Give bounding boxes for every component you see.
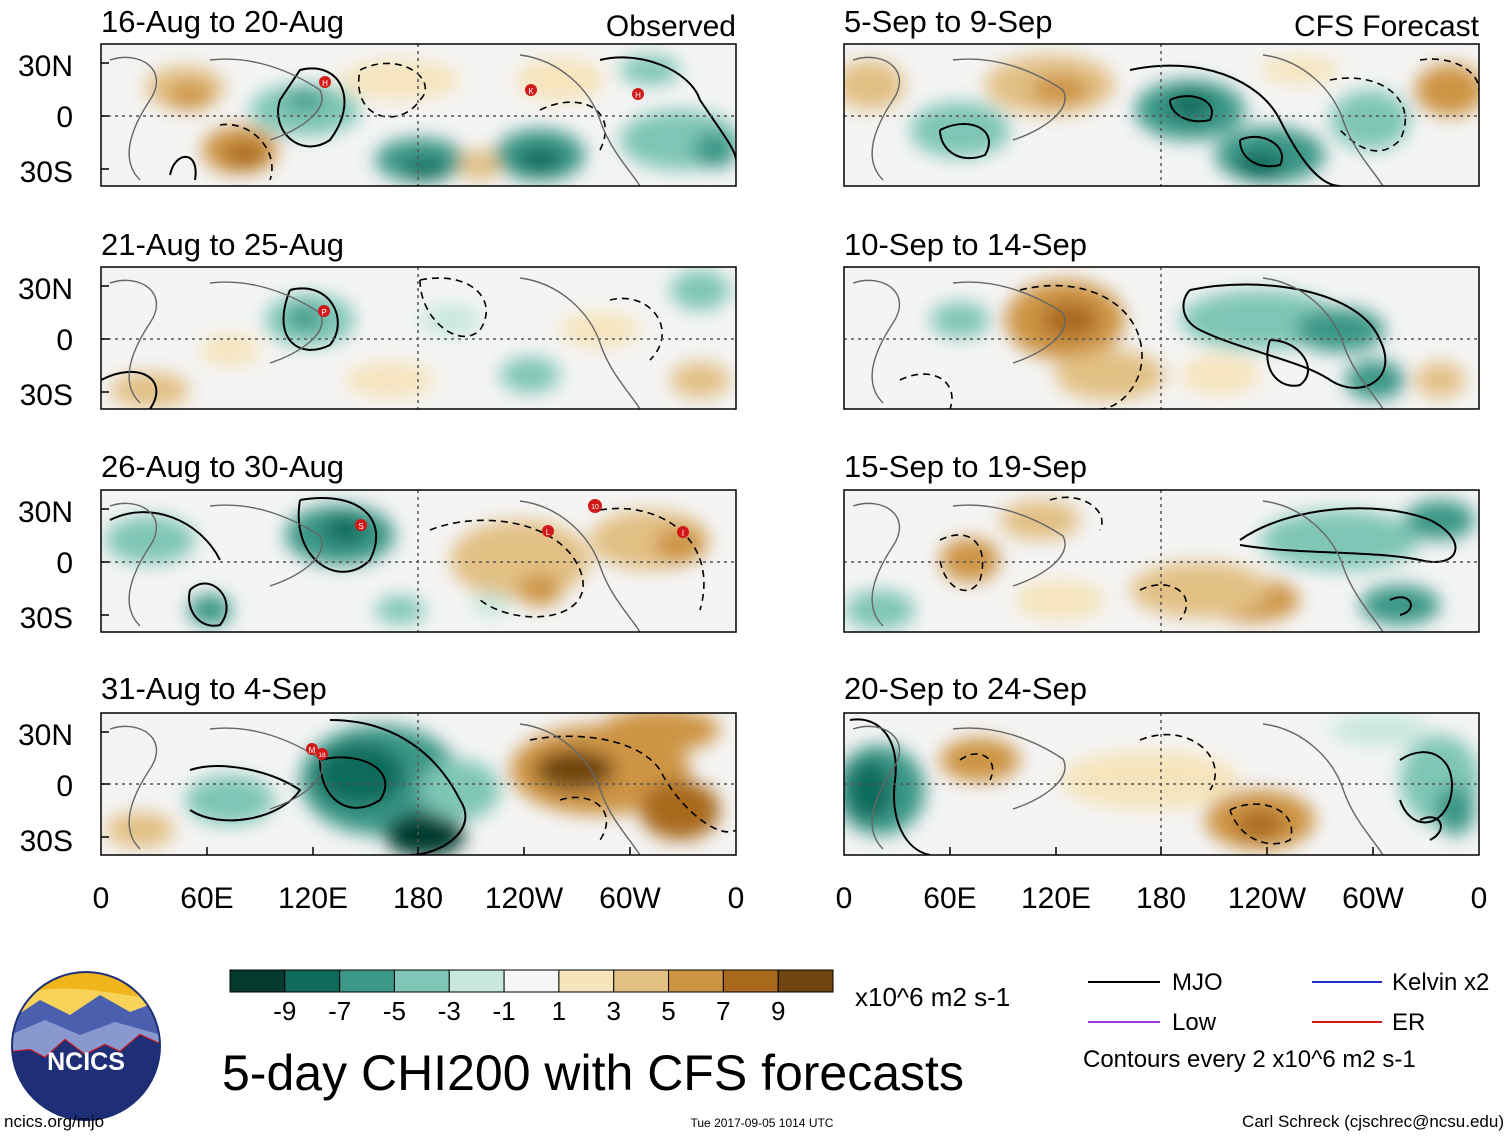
lat-tick: 30N: [18, 50, 73, 83]
colorbar-tick-label: 3: [606, 996, 620, 1026]
chart-title: 5-day CHI200 with CFS forecasts: [222, 1045, 964, 1101]
lat-tick: 30N: [18, 496, 73, 529]
map-panel-forecast-4: 20-Sep to 24-Sep: [843, 671, 1480, 856]
map-panel-observed-4: 31-Aug to 4-Sep: [100, 671, 737, 856]
colorbar-tick-label: 9: [771, 996, 785, 1026]
legend-label-mjo: MJO: [1172, 969, 1223, 996]
lon-axis-left: 0 60E 120E 180 120W 60W 0: [93, 882, 745, 915]
lon-axis-right: 0 60E 120E 180 120W 60W 0: [836, 882, 1488, 915]
panel-date-label: 5-Sep to 9-Sep: [844, 4, 1053, 39]
forecast-label: CFS Forecast: [1294, 10, 1480, 43]
contour-note: Contours every 2 x10^6 m2 s-1: [1083, 1046, 1416, 1073]
storm-marker-label: H: [635, 91, 641, 100]
storm-marker-label: P: [321, 308, 326, 317]
lat-tick: 0: [56, 324, 73, 357]
legend-label-er: ER: [1392, 1009, 1425, 1036]
lon-tick: 120E: [278, 882, 348, 915]
lon-tick: 120E: [1021, 882, 1091, 915]
map-panel-observed-1: 16-Aug to 20-Aug Observed: [100, 4, 737, 187]
panel-date-label: 10-Sep to 14-Sep: [844, 227, 1087, 262]
panel-date-label: 21-Aug to 25-Aug: [101, 227, 344, 262]
storm-markers: P: [318, 305, 330, 317]
colorbar-swatch: [448, 969, 505, 993]
lon-tick: 120W: [1228, 882, 1307, 915]
storm-markers: M 18: [306, 743, 328, 760]
storm-markers: S L 10 I: [355, 499, 689, 538]
map-panel-forecast-2: 10-Sep to 14-Sep: [843, 227, 1480, 410]
map-panel-forecast-3: 15-Sep to 19-Sep: [843, 449, 1480, 633]
footer-timestamp: Tue 2017-09-05 1014 UTC: [691, 1116, 834, 1130]
observed-label: Observed: [606, 10, 736, 43]
panel-date-label: 16-Aug to 20-Aug: [101, 4, 344, 39]
colorbar-swatch: [777, 969, 834, 993]
ncics-logo: NCICS: [11, 971, 161, 1121]
colorbar-tick-label: -1: [493, 996, 516, 1026]
lat-tick: 30S: [20, 156, 73, 189]
colorbar-swatch: [503, 969, 560, 993]
storm-markers: H K H: [319, 76, 644, 100]
lat-tick: 30N: [18, 273, 73, 306]
panel-date-label: 26-Aug to 30-Aug: [101, 449, 344, 484]
legend-label-low: Low: [1172, 1009, 1217, 1036]
storm-marker-label: K: [528, 87, 534, 96]
lon-tick: 180: [1136, 882, 1186, 915]
storm-marker-label: L: [546, 528, 551, 537]
lon-tick: 0: [1471, 882, 1488, 915]
lat-tick: 30S: [20, 379, 73, 412]
colorbar-swatch: [613, 969, 670, 993]
colorbar-swatch: [284, 969, 341, 993]
storm-marker-label: I: [682, 529, 684, 538]
lon-tick: 0: [93, 882, 110, 915]
logo-text: NCICS: [47, 1048, 125, 1076]
panel-date-label: 20-Sep to 24-Sep: [844, 671, 1087, 706]
storm-marker-label: M: [309, 746, 316, 755]
lat-axis-left: 30N 0 30S 30N 0 30S 30N 0 30S 30N 0 30S: [18, 50, 73, 858]
lon-tick: 60E: [180, 882, 233, 915]
lon-tick: 60W: [599, 882, 661, 915]
lat-tick: 30N: [18, 719, 73, 752]
colorbar-swatch: [229, 969, 286, 993]
map-panel-forecast-1: 5-Sep to 9-Sep CFS Forecast: [843, 4, 1480, 187]
colorbar-tick-label: 7: [716, 996, 730, 1026]
lat-tick: 0: [56, 547, 73, 580]
footer-url[interactable]: ncics.org/mjo: [4, 1112, 104, 1131]
colorbar-swatch: [668, 969, 724, 993]
lon-tick: 60W: [1342, 882, 1404, 915]
lat-tick: 0: [56, 770, 73, 803]
lon-tick: 180: [393, 882, 443, 915]
storm-marker-label: H: [322, 79, 328, 88]
colorbar-tick-label: -5: [383, 996, 406, 1026]
colorbar-swatch: [558, 969, 615, 993]
map-panel-observed-3: 26-Aug to 30-Aug: [100, 449, 737, 633]
storm-marker-label: 18: [318, 752, 326, 759]
colorbar-tick-label: -7: [328, 996, 351, 1026]
legend-label-kelvin: Kelvin x2: [1392, 969, 1489, 996]
lat-tick: 30S: [20, 825, 73, 858]
panel-date-label: 15-Sep to 19-Sep: [844, 449, 1087, 484]
colorbar-tick-label: 1: [552, 996, 566, 1026]
lon-tick: 0: [836, 882, 853, 915]
colorbar-tick-label: -3: [438, 996, 461, 1026]
map-panel-observed-2: 21-Aug to 25-Aug: [100, 227, 737, 410]
colorbar-swatch: [339, 969, 395, 993]
colorbar-tick-label: -9: [273, 996, 296, 1026]
lat-tick: 0: [56, 101, 73, 134]
lon-tick: 120W: [485, 882, 564, 915]
footer-author: Carl Schreck (cjschrec@ncsu.edu): [1242, 1112, 1504, 1131]
panel-date-label: 31-Aug to 4-Sep: [101, 671, 327, 706]
storm-marker-label: S: [358, 522, 363, 531]
storm-marker-label: 10: [591, 504, 599, 511]
lon-tick: 60E: [923, 882, 976, 915]
legend: MJO Kelvin x2 Low ER Contours every 2 x1…: [1083, 969, 1489, 1073]
lat-tick: 30S: [20, 602, 73, 635]
units-label: x10^6 m2 s-1: [855, 982, 1010, 1012]
colorbar-tick-label: 5: [661, 996, 675, 1026]
colorbar-swatch: [722, 969, 779, 993]
colorbar-swatch: [393, 969, 450, 993]
colorbar: -9 -7 -5 -3 -1 1 3 5 7 9: [229, 969, 834, 1026]
lon-tick: 0: [728, 882, 745, 915]
